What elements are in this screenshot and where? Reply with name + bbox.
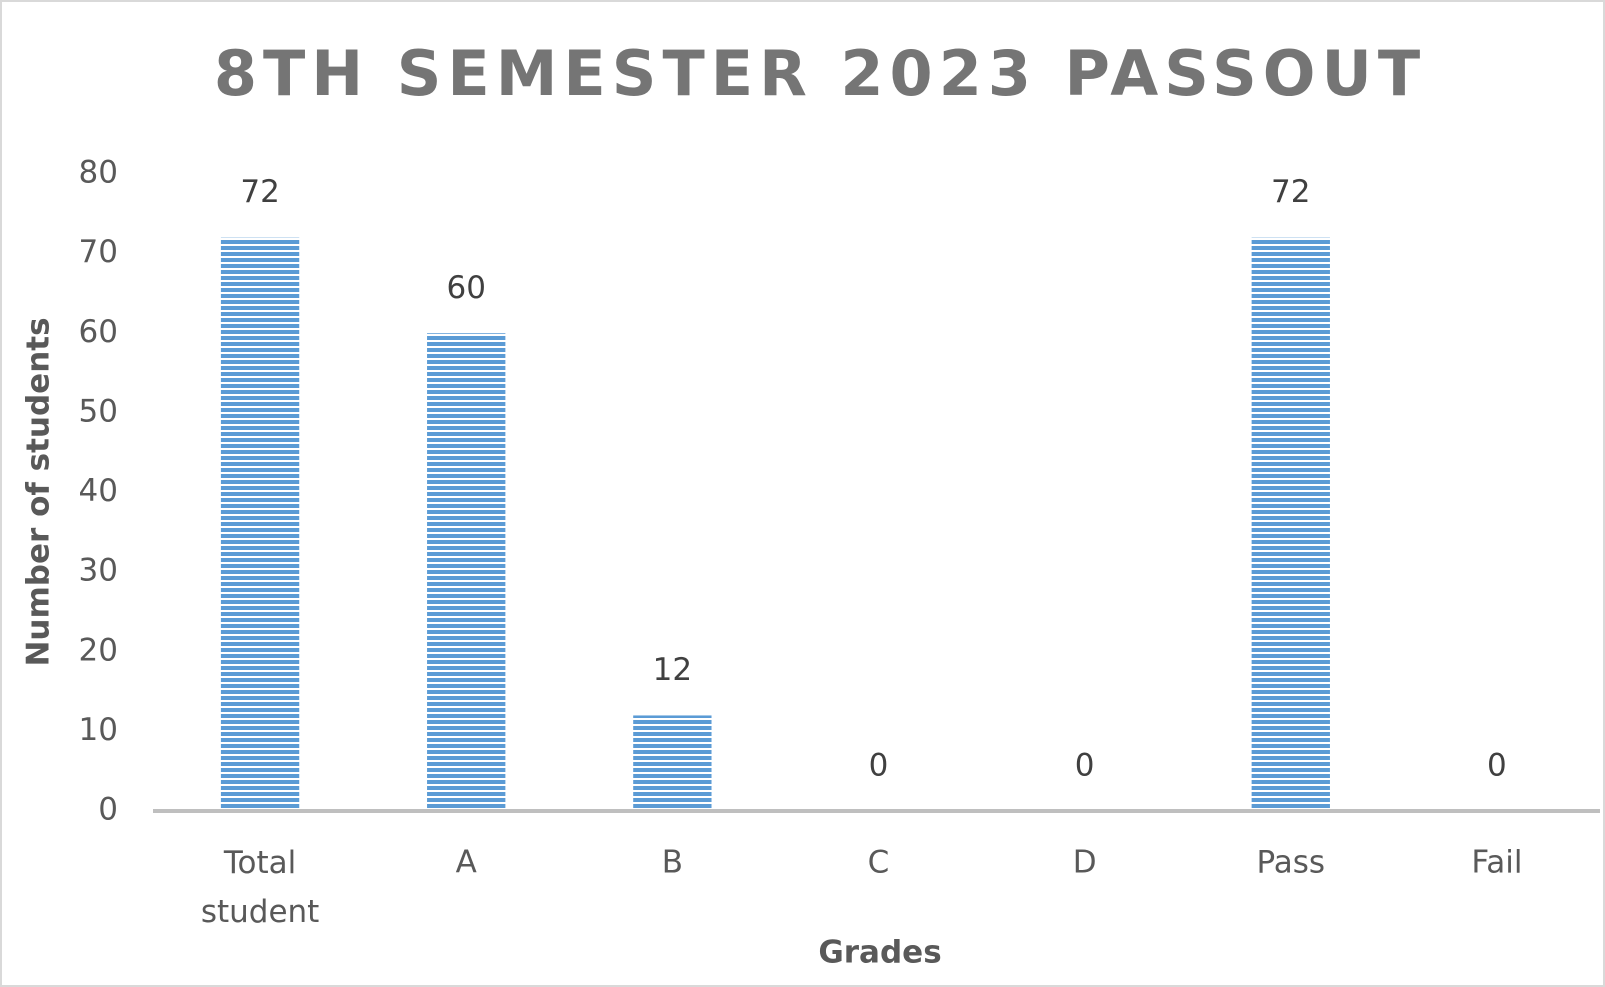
value-label: 0 (869, 748, 889, 784)
x-tick-label: C (868, 845, 890, 881)
y-tick-label: 60 (79, 314, 118, 350)
value-label: 0 (1487, 748, 1507, 784)
x-tick-label: B (662, 845, 683, 881)
x-tick-label: Fail (1471, 845, 1522, 881)
y-axis-title: Number of students (21, 317, 57, 666)
x-tick-label: D (1073, 845, 1097, 881)
chart-title: 8TH SEMESTER 2023 PASSOUT (214, 37, 1426, 110)
value-label: 0 (1075, 748, 1095, 784)
y-tick-label: 20 (79, 632, 118, 668)
x-axis-title: Grades (818, 935, 941, 971)
bar (633, 715, 712, 811)
x-tick-label: Pass (1256, 845, 1325, 881)
y-tick-label: 70 (79, 234, 118, 270)
value-label: 72 (240, 174, 279, 210)
bar (1251, 237, 1330, 811)
bar (427, 333, 506, 811)
bar (220, 237, 300, 811)
y-tick-label: 40 (79, 473, 118, 509)
y-tick-label: 0 (98, 792, 118, 828)
x-tick-label: Total student (201, 845, 320, 930)
x-tick-label: A (456, 845, 477, 881)
value-label: 12 (653, 652, 692, 688)
y-tick-label: 80 (79, 155, 118, 191)
value-label: 60 (446, 270, 485, 306)
y-tick-label: 10 (79, 712, 118, 748)
y-tick-label: 30 (79, 553, 118, 589)
y-tick-label: 50 (79, 393, 118, 429)
value-label: 72 (1271, 174, 1310, 210)
